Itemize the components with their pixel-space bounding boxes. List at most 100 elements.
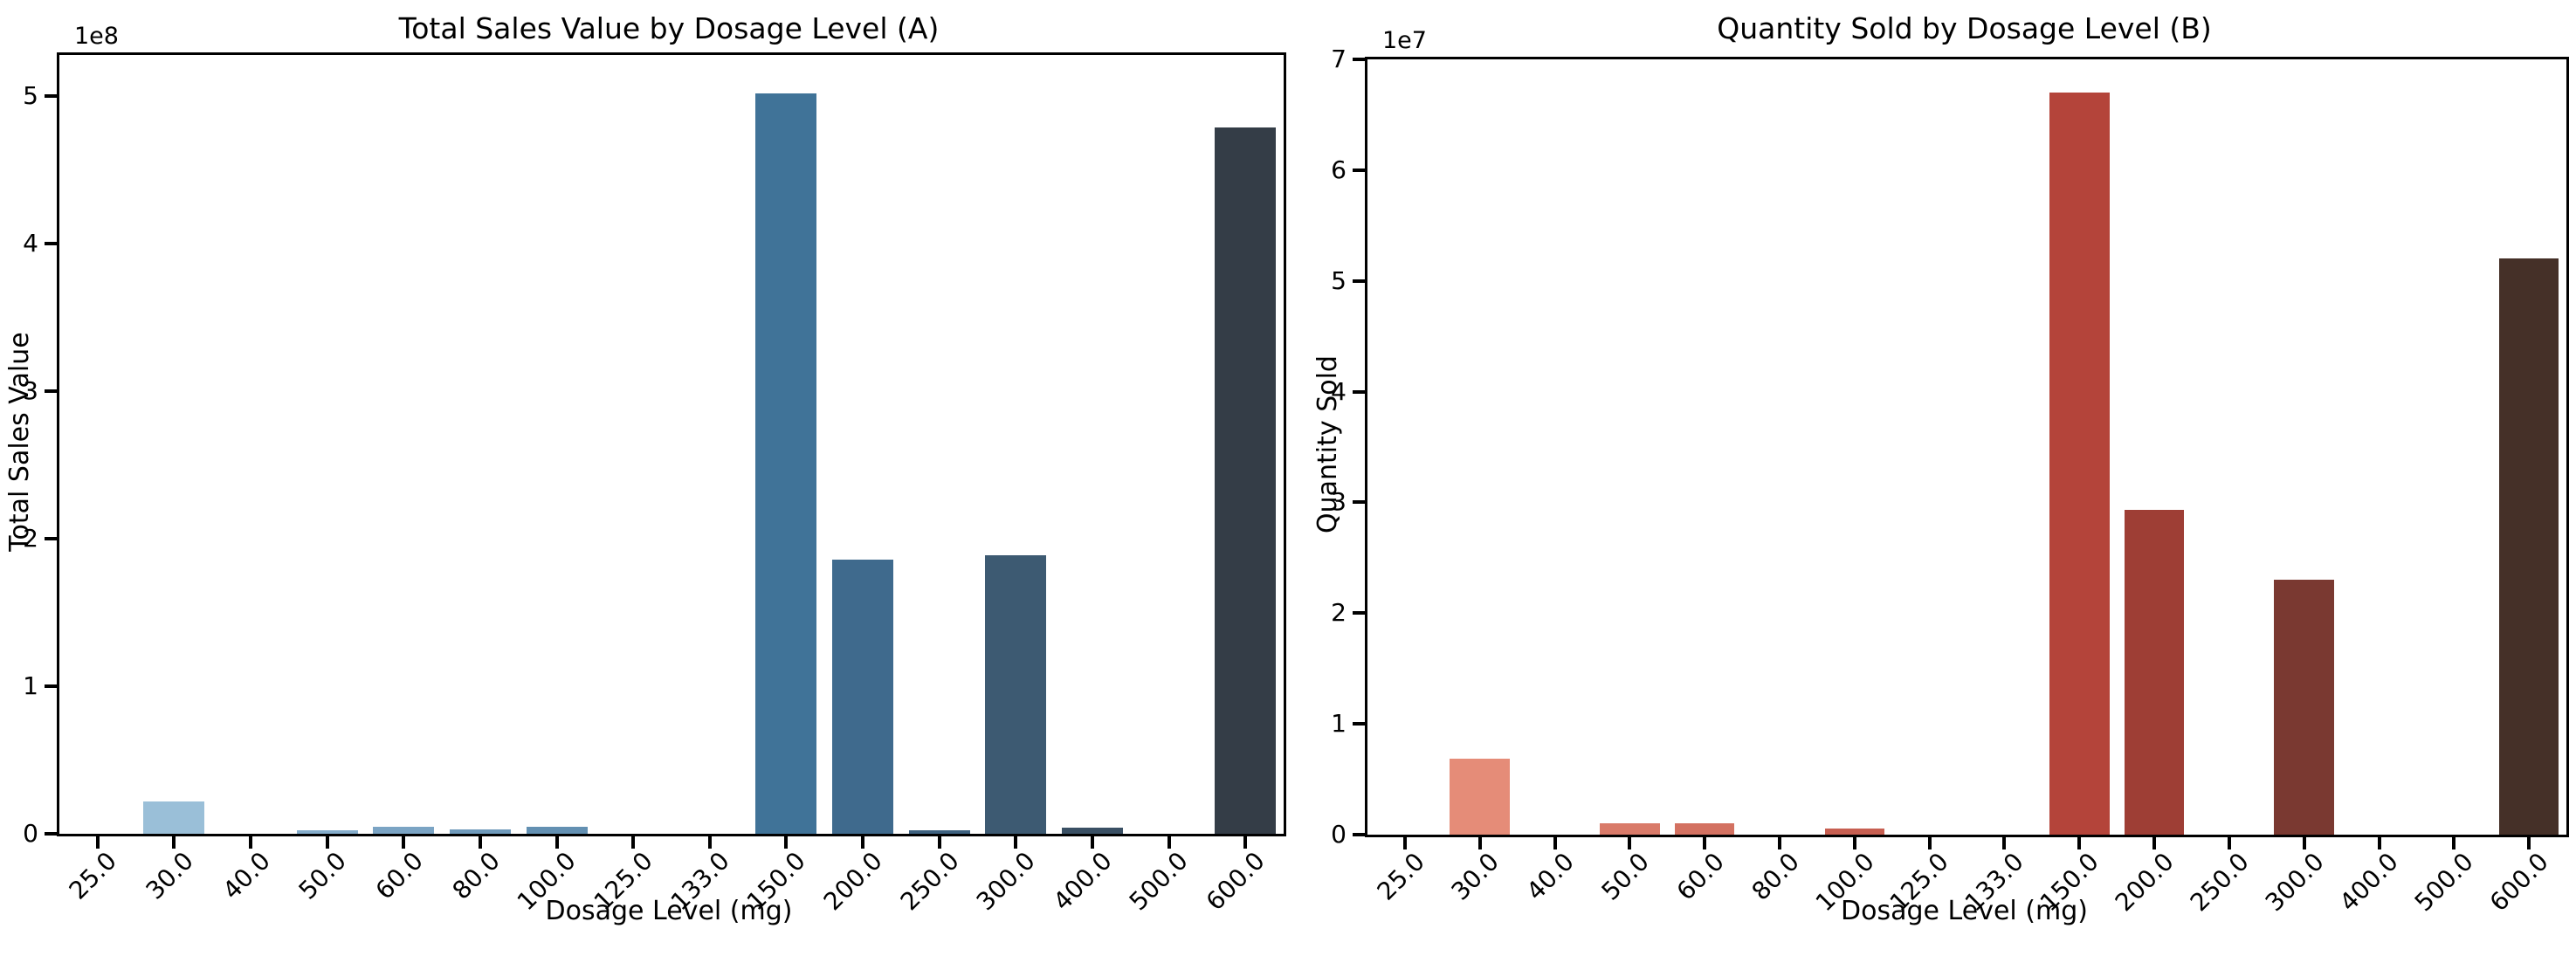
y-tick	[45, 242, 59, 246]
x-tick	[2077, 835, 2082, 849]
y-tick	[45, 537, 59, 541]
y-axis-offset-text: 1e8	[74, 23, 119, 50]
x-tick	[1778, 835, 1781, 849]
x-tick	[1628, 835, 1632, 849]
x-tick	[861, 834, 865, 849]
y-tick-label: 1	[23, 671, 38, 701]
x-tick-label-text: 300.0	[2259, 847, 2330, 918]
y-tick	[45, 94, 59, 99]
bar-600.0mg	[2498, 258, 2559, 835]
x-tick	[2452, 835, 2456, 849]
x-tick-label-text: 50.0	[293, 846, 353, 905]
bar-80.0mg	[449, 829, 511, 834]
x-tick-label-text: 600.0	[1200, 846, 1271, 917]
x-tick-label-text: 200.0	[817, 846, 888, 917]
x-tick	[325, 834, 329, 849]
y-tick	[45, 389, 59, 394]
x-tick	[1477, 835, 1482, 849]
bar-30.0mg	[143, 801, 205, 834]
x-tick-label-text: 40.0	[217, 846, 276, 905]
x-tick	[2302, 835, 2306, 849]
y-tick-label: 2	[1331, 598, 1347, 628]
bar-150.0mg	[2049, 93, 2110, 835]
y-tick-label: 5	[1331, 265, 1347, 295]
bar-250.0mg	[908, 829, 970, 834]
x-tick	[478, 834, 482, 849]
x-tick	[937, 834, 941, 849]
x-tick	[1852, 835, 1856, 849]
x-tick	[172, 834, 176, 849]
y-tick	[1353, 58, 1367, 61]
y-tick-label: 2	[23, 524, 38, 554]
x-tick-label-text: 250.0	[2184, 847, 2255, 918]
x-tick-label-text: 400.0	[1047, 846, 1118, 917]
x-tick	[1927, 835, 1932, 849]
bar-30.0mg	[1450, 758, 1511, 835]
bar-400.0mg	[1061, 828, 1123, 834]
y-tick	[1353, 389, 1367, 394]
x-tick	[1402, 835, 1407, 849]
y-axis-label: Total Sales Value	[4, 332, 35, 552]
x-tick-label-text: 25.0	[1371, 847, 1430, 906]
y-axis-offset-text: 1e7	[1382, 27, 1427, 54]
x-tick	[2527, 835, 2531, 849]
x-tick	[784, 834, 789, 849]
plot-area: 0 1 2 3 4 5 25.0 30.0 40.0 50.0 60.0 80.0 100.0 125.0…	[23, 52, 1286, 916]
y-tick-label: 3	[23, 376, 38, 406]
chart-title: Total Sales Value by Dosage Level (A)	[398, 11, 940, 45]
x-tick	[2152, 835, 2156, 849]
x-tick-label-text: 30.0	[1445, 847, 1505, 906]
x-tick-label-text: 30.0	[140, 846, 200, 905]
x-tick-label-text: 80.0	[446, 846, 506, 905]
x-tick	[249, 834, 253, 849]
x-tick	[2227, 835, 2231, 849]
bar-200.0mg	[2124, 510, 2185, 835]
y-tick	[1353, 611, 1367, 616]
bar-600.0mg	[1215, 127, 1277, 834]
x-tick-label-text: 400.0	[2334, 847, 2405, 918]
x-tick-label-text: 200.0	[2109, 847, 2180, 918]
y-tick	[1353, 500, 1367, 505]
bar-50.0mg	[1600, 823, 1660, 835]
x-tick	[707, 834, 712, 849]
y-tick	[1353, 168, 1367, 172]
x-tick-label-text: 250.0	[894, 846, 965, 917]
x-tick-label-text: 80.0	[1746, 847, 1805, 906]
bar-100.0mg	[1824, 829, 1885, 835]
x-tick-label-text: 60.0	[369, 846, 429, 905]
y-tick-label: 7	[1331, 45, 1347, 73]
y-tick-label: 6	[1331, 155, 1347, 184]
y-tick-label: 0	[23, 819, 38, 848]
x-tick	[2377, 835, 2381, 849]
x-tick	[1167, 834, 1171, 849]
y-tick	[45, 684, 59, 689]
bar-300.0mg	[985, 554, 1047, 834]
x-tick-label-text: 40.0	[1520, 847, 1581, 906]
x-tick-label-text: 500.0	[2408, 847, 2479, 918]
x-tick	[631, 834, 636, 849]
y-tick	[1353, 722, 1367, 726]
bar-50.0mg	[296, 829, 358, 834]
y-tick-label: 4	[1331, 376, 1347, 406]
x-tick	[402, 834, 406, 849]
x-tick-label-text: 300.0	[970, 846, 1041, 917]
x-tick	[2002, 835, 2007, 849]
bar-300.0mg	[2274, 580, 2334, 835]
y-tick-label: 1	[1331, 709, 1347, 739]
x-tick	[1703, 835, 1707, 849]
bar-60.0mg	[1674, 823, 1735, 835]
x-tick-label-text: 50.0	[1595, 847, 1655, 906]
bar-200.0mg	[832, 559, 894, 834]
y-tick	[1353, 833, 1367, 836]
y-tick-label: 0	[1331, 820, 1347, 849]
x-tick	[1243, 834, 1248, 849]
y-tick-label: 4	[23, 229, 38, 258]
y-tick	[45, 832, 59, 836]
chart-title: Quantity Sold by Dosage Level (B)	[1717, 11, 2212, 45]
x-tick-label-text: 60.0	[1670, 847, 1730, 906]
x-axis-label: Dosage Level (mg)	[1841, 896, 2088, 926]
x-axis-label: Dosage Level (mg)	[545, 896, 793, 926]
x-tick	[1014, 834, 1018, 849]
y-tick	[1353, 279, 1367, 283]
